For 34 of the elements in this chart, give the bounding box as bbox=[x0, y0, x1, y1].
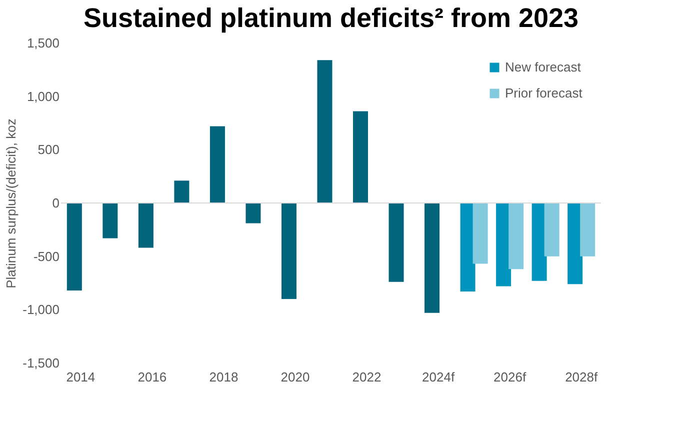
y-tick-label: 0 bbox=[52, 196, 60, 210]
bar bbox=[246, 203, 261, 224]
bar bbox=[174, 180, 190, 203]
bar bbox=[544, 203, 560, 256]
x-tick-label: 2028f bbox=[565, 370, 598, 384]
bar bbox=[210, 126, 225, 203]
bar bbox=[580, 203, 596, 256]
bar bbox=[317, 60, 332, 203]
bar bbox=[472, 203, 488, 264]
y-axis-title: Platinum surplus/(deficit), koz bbox=[4, 118, 19, 288]
y-tick-label: -1,500 bbox=[22, 356, 60, 370]
x-tick-label: 2024f bbox=[422, 370, 455, 384]
y-tick-label: 1,000 bbox=[26, 88, 60, 104]
bar bbox=[138, 203, 154, 248]
y-tick-label: 1,500 bbox=[26, 36, 60, 50]
legend-label: New forecast bbox=[505, 60, 582, 74]
bar bbox=[388, 203, 404, 282]
chart-title: Sustained platinum deficits² from 2023 bbox=[83, 3, 579, 33]
x-tick-label: 2016 bbox=[138, 370, 167, 384]
x-tick-label: 2018 bbox=[209, 370, 238, 384]
x-tick-label: 2014 bbox=[66, 370, 96, 384]
bar bbox=[66, 203, 82, 290]
y-tick-label: -1,000 bbox=[22, 302, 60, 318]
bar bbox=[424, 203, 440, 313]
x-tick-label: 2022 bbox=[352, 370, 382, 384]
bar bbox=[508, 203, 524, 270]
legend-label: Prior forecast bbox=[505, 86, 583, 100]
bar bbox=[102, 203, 118, 238]
bar bbox=[281, 203, 296, 299]
y-tick-label: -500 bbox=[33, 248, 60, 264]
x-tick-label: 2026f bbox=[494, 370, 526, 384]
y-tick-label: 500 bbox=[38, 142, 60, 158]
x-tick-label: 2020 bbox=[280, 370, 310, 384]
bar bbox=[353, 111, 368, 203]
